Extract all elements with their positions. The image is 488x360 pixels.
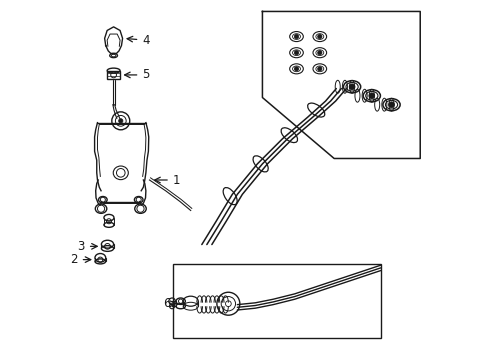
Circle shape (317, 67, 321, 71)
Text: 5: 5 (124, 68, 149, 81)
Circle shape (348, 84, 354, 90)
Circle shape (368, 93, 374, 99)
Text: 1: 1 (154, 174, 180, 186)
Circle shape (388, 102, 394, 108)
Circle shape (119, 119, 122, 123)
FancyBboxPatch shape (172, 264, 380, 338)
Text: 2: 2 (70, 253, 91, 266)
Circle shape (294, 35, 298, 39)
Text: 4: 4 (127, 33, 149, 47)
Text: 3: 3 (78, 240, 97, 253)
Text: 6: 6 (163, 297, 176, 310)
FancyBboxPatch shape (107, 71, 120, 79)
Circle shape (317, 50, 321, 55)
Circle shape (294, 50, 298, 55)
Circle shape (294, 67, 298, 71)
Circle shape (317, 35, 321, 39)
